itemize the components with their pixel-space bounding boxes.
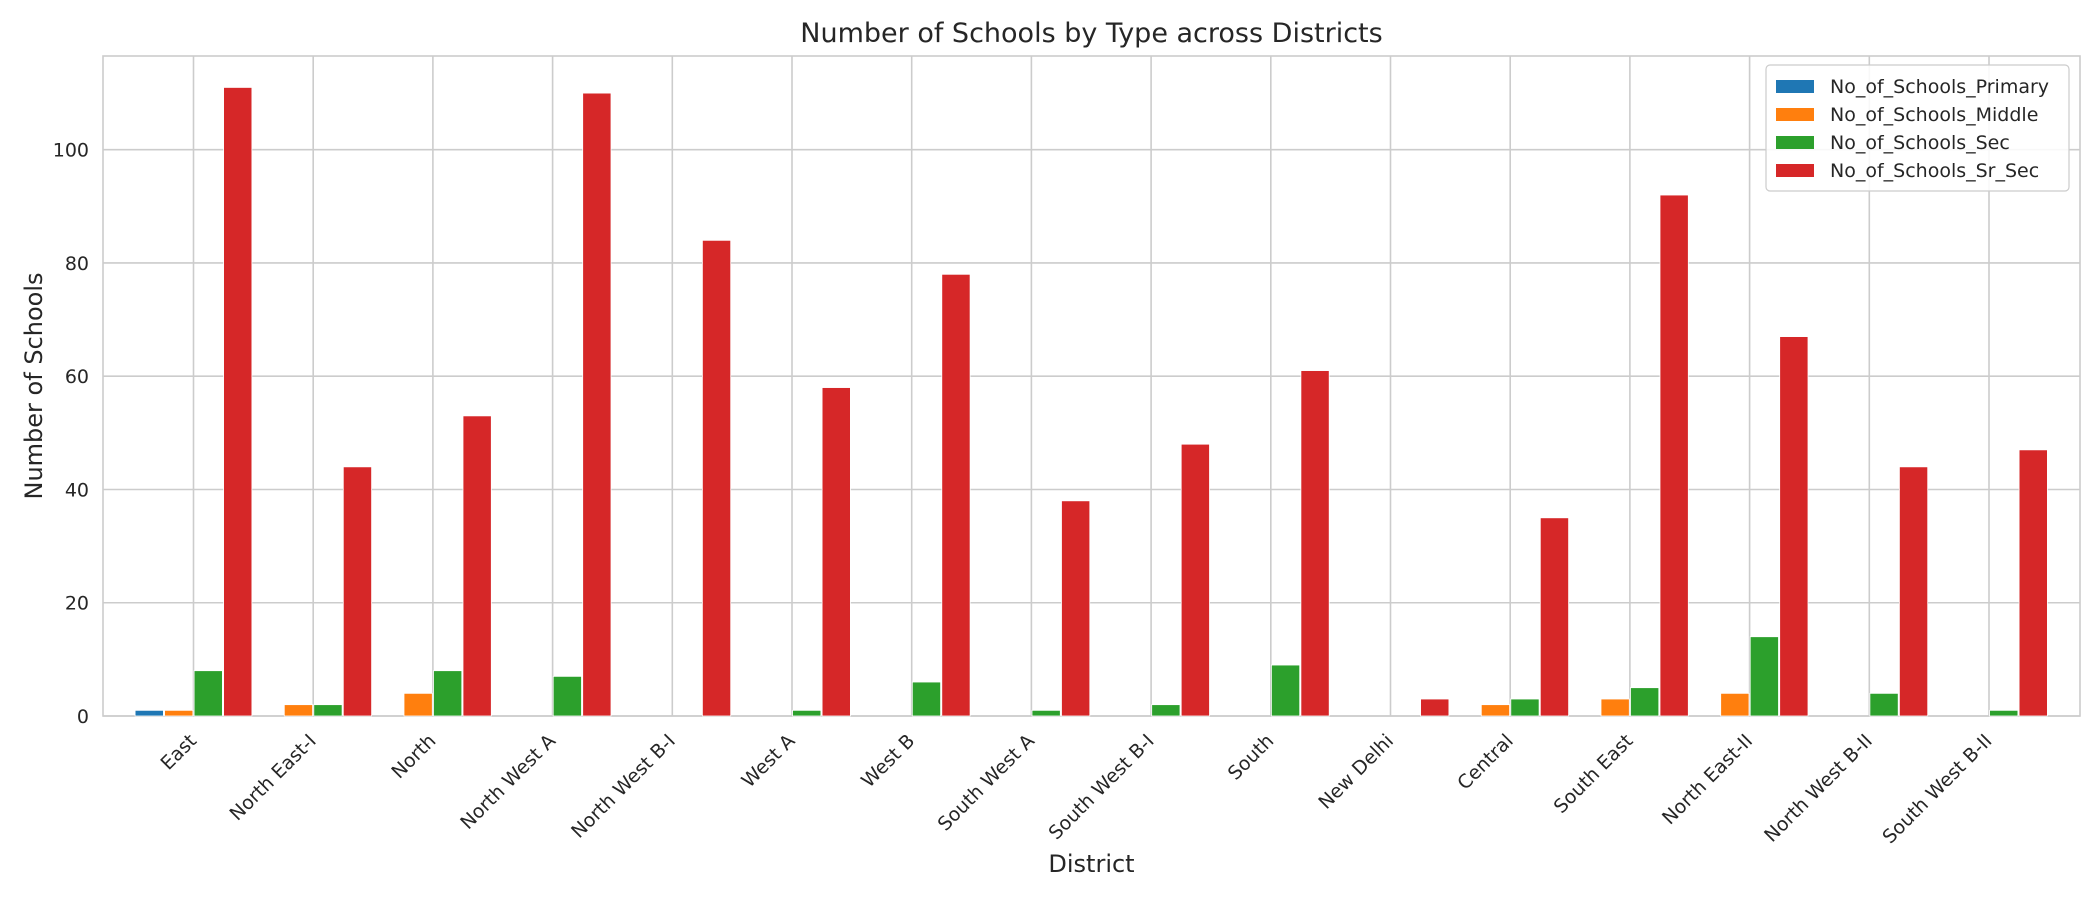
legend-swatch bbox=[1776, 80, 1814, 93]
legend-items: No_of_Schools_Primary No_of_Schools_Middl… bbox=[1776, 76, 2049, 182]
x-axis-label: District bbox=[1048, 850, 1134, 878]
legend-swatch bbox=[1776, 136, 1814, 149]
y-tick-label: 80 bbox=[65, 253, 89, 275]
y-tick-label: 0 bbox=[77, 706, 89, 728]
bar-no-of-schools-sr-sec-west-b bbox=[941, 273, 971, 717]
bar-no-of-schools-sr-sec-new-delhi bbox=[1420, 698, 1450, 717]
plot-frame bbox=[102, 55, 2081, 717]
y-tick-label: 40 bbox=[65, 479, 89, 501]
bar-no-of-schools-sr-sec-north-west-b-ii bbox=[1899, 466, 1929, 717]
bar-no-of-schools-primary-east bbox=[134, 709, 164, 717]
legend: No_of_Schools_Primary No_of_Schools_Middl… bbox=[1765, 64, 2070, 192]
y-tick-label: 100 bbox=[53, 140, 89, 162]
grid bbox=[103, 56, 2080, 717]
bar-no-of-schools-sec-north bbox=[433, 670, 463, 717]
bar-no-of-schools-sec-north-west-b-ii bbox=[1869, 692, 1899, 717]
bar-no-of-schools-middle-north-east-i bbox=[283, 704, 313, 717]
bar-no-of-schools-sr-sec-central bbox=[1539, 517, 1570, 717]
y-tick-label: 20 bbox=[65, 593, 89, 615]
legend-swatch bbox=[1776, 108, 1814, 121]
y-tick-label: 60 bbox=[65, 366, 89, 388]
bar-no-of-schools-sr-sec-north-east-ii bbox=[1779, 336, 1809, 717]
bar-no-of-schools-sr-sec-north bbox=[462, 415, 492, 717]
legend-swatch bbox=[1776, 164, 1814, 177]
bar-no-of-schools-sr-sec-north-west-b-i bbox=[702, 239, 732, 717]
bar-no-of-schools-sr-sec-south bbox=[1300, 370, 1330, 717]
bar-no-of-schools-sec-south-west-b-i bbox=[1151, 704, 1181, 717]
bar-no-of-schools-sr-sec-south-east bbox=[1659, 194, 1689, 717]
bar-no-of-schools-middle-east bbox=[164, 709, 194, 717]
bar-no-of-schools-sr-sec-south-west-b-ii bbox=[2018, 449, 2048, 717]
legend-label: No_of_Schools_Sec bbox=[1830, 132, 2010, 154]
legend-label: No_of_Schools_Primary bbox=[1830, 76, 2049, 98]
bar-no-of-schools-sec-south-west-a bbox=[1031, 709, 1061, 717]
bar-no-of-schools-sec-north-east-i bbox=[313, 704, 343, 717]
chart-title: Number of Schools by Type across Distric… bbox=[800, 18, 1382, 49]
bar-no-of-schools-middle-north-east-ii bbox=[1720, 692, 1750, 717]
bar-no-of-schools-middle-south-east bbox=[1600, 698, 1630, 717]
bar-no-of-schools-sec-south-east bbox=[1630, 687, 1660, 717]
bar-no-of-schools-sec-central bbox=[1510, 698, 1540, 717]
legend-label: No_of_Schools_Middle bbox=[1830, 104, 2038, 126]
bar-no-of-schools-sec-east bbox=[193, 670, 223, 717]
bar-no-of-schools-sr-sec-west-a bbox=[821, 387, 851, 717]
bar-no-of-schools-sr-sec-north-west-a bbox=[582, 92, 612, 717]
bar-no-of-schools-sec-north-west-a bbox=[552, 675, 582, 717]
bar-no-of-schools-sr-sec-east bbox=[223, 87, 253, 717]
bar-no-of-schools-sec-west-b bbox=[911, 681, 941, 717]
legend-label: No_of_Schools_Sr_Sec bbox=[1830, 160, 2039, 182]
bar-no-of-schools-sr-sec-south-west-b-i bbox=[1180, 443, 1210, 717]
bar-no-of-schools-sec-west-a bbox=[792, 709, 822, 717]
bars bbox=[134, 87, 2048, 717]
y-axis-label: Number of Schools bbox=[20, 273, 48, 500]
bar-no-of-schools-middle-north bbox=[403, 692, 433, 717]
bar-no-of-schools-sec-north-east-ii bbox=[1749, 636, 1779, 717]
bar-no-of-schools-sec-south bbox=[1271, 664, 1301, 717]
bar-no-of-schools-sec-south-west-b-ii bbox=[1989, 709, 2019, 717]
legend-box bbox=[1765, 64, 2070, 192]
bar-no-of-schools-sr-sec-south-west-a bbox=[1061, 500, 1091, 717]
bar-no-of-schools-sr-sec-north-east-i bbox=[342, 466, 372, 717]
bar-no-of-schools-middle-central bbox=[1480, 704, 1511, 717]
